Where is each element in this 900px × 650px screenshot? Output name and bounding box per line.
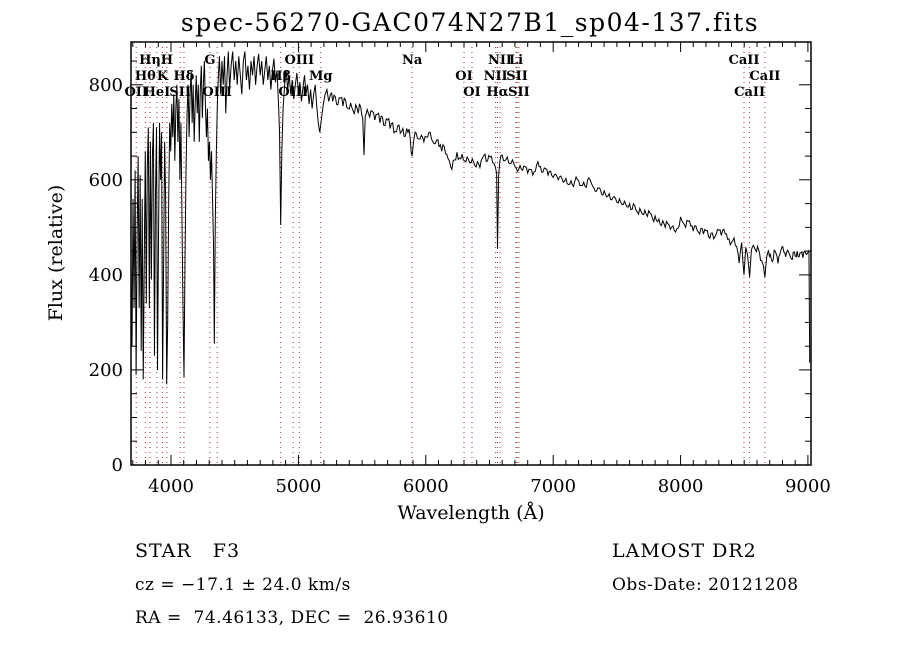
obsdate-text: Obs-Date: 20121208 — [612, 575, 799, 595]
y-tick-label: 400 — [89, 265, 123, 286]
y-tick-label: 800 — [89, 75, 123, 96]
spectral-line-label: Hθ — [135, 69, 156, 84]
plot-title: spec-56270-GAC074N27B1_sp04-137.fits — [181, 8, 759, 37]
y-tick-label: 0 — [112, 455, 123, 476]
spectral-line-label: G — [204, 53, 215, 68]
spectral-line-label: Li — [509, 53, 523, 68]
spectral-line-label: SII — [508, 85, 530, 100]
spectral-line-label: K — [157, 69, 169, 84]
x-tick-label: 9000 — [785, 476, 831, 497]
spectrum-path — [131, 51, 811, 385]
spectrum-layer: 4000 5000 6000 7000 8000 9000 0 200 400 600 800 — [89, 41, 831, 497]
spectral-line-markers-layer: OIIHθHηHeIKHSIIHδGOIIIHβOIIIOIIIMgNaOIOI… — [124, 47, 780, 464]
survey-text: LAMOST DR2 — [612, 540, 757, 562]
x-tick-label: 7000 — [530, 476, 576, 497]
radec-text: RA = 74.46133, DEC = 26.93610 — [135, 608, 449, 628]
x-tick-label: 4000 — [148, 476, 194, 497]
x-tick-label: 5000 — [275, 476, 321, 497]
spectral-line-label: Hη — [139, 53, 161, 68]
cz-text: cz = −17.1 ± 24.0 km/s — [135, 575, 351, 595]
classification-text: STAR F3 — [135, 540, 240, 562]
y-axis-label: Flux (relative) — [45, 185, 67, 322]
x-tick-label: 8000 — [658, 476, 704, 497]
spectral-line-label: Na — [402, 53, 423, 68]
spectral-line-label: OI — [463, 85, 480, 100]
spectral-line-label: OIII — [285, 53, 315, 68]
spectral-line-label: SII — [169, 85, 191, 100]
spectral-line-label: CaII — [734, 85, 765, 100]
spectral-line-label: NII — [488, 53, 512, 68]
spectral-line-label: SII — [506, 69, 528, 84]
spectral-line-label: Mg — [309, 69, 332, 84]
spectral-line-label: CaII — [729, 53, 760, 68]
x-axis-label: Wavelength (Å) — [397, 502, 544, 524]
x-tick-label: 6000 — [403, 476, 449, 497]
spectral-line-label: NII — [484, 69, 508, 84]
spectral-line-label: CaII — [749, 69, 780, 84]
spectral-line-label: Hα — [486, 85, 508, 100]
spectral-line-label: Hδ — [174, 69, 195, 84]
spectral-line-label: OI — [455, 69, 472, 84]
y-tick-label: 600 — [89, 170, 123, 191]
spectral-line-label: HeI — [144, 85, 171, 100]
spectral-line-label: OIII — [202, 85, 232, 100]
y-tick-label: 200 — [89, 360, 123, 381]
spectral-line-label: H — [161, 53, 173, 68]
plot-frame — [130, 41, 812, 466]
